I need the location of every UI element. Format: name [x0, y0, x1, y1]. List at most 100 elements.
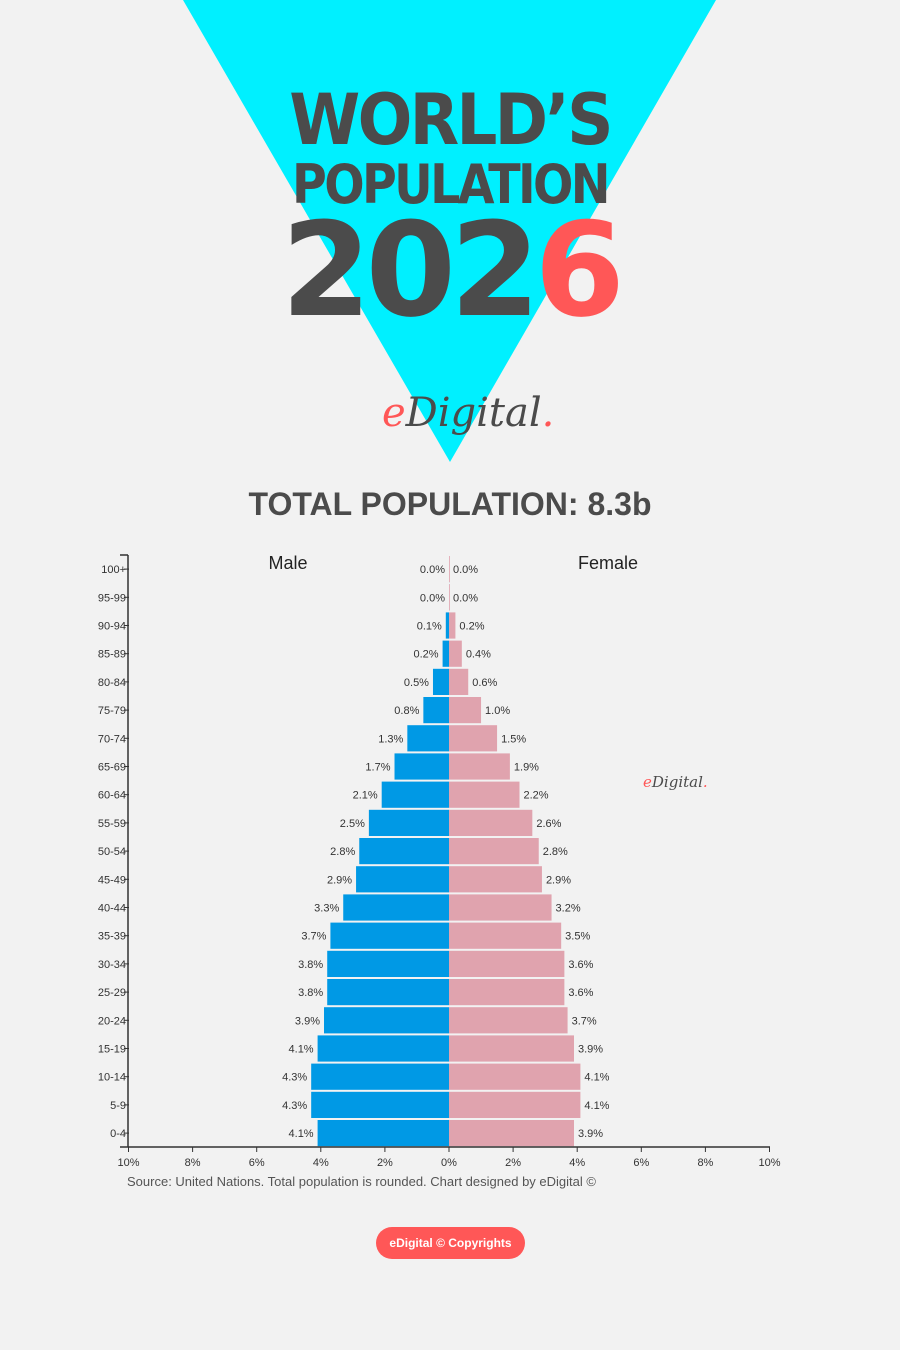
age-group-label: 95-99 — [98, 592, 126, 604]
male-value-label: 4.3% — [282, 1100, 307, 1112]
age-group-label: 100+ — [101, 564, 126, 576]
male-bar — [359, 838, 449, 865]
male-bar — [445, 612, 449, 639]
x-tick-label: 8% — [697, 1157, 713, 1169]
x-tick-label: 10% — [117, 1157, 139, 1169]
female-bar — [449, 866, 542, 893]
age-group-label: 20-24 — [98, 1015, 126, 1027]
male-bar — [407, 725, 449, 752]
male-bar — [343, 894, 449, 921]
age-group-label: 35-39 — [98, 931, 126, 943]
age-group-label: 65-69 — [98, 762, 126, 774]
year-last-digit: 6 — [534, 194, 625, 346]
female-bar — [449, 809, 533, 836]
female-bar — [449, 979, 565, 1006]
age-group-label: 85-89 — [98, 649, 126, 661]
female-bar — [449, 1120, 574, 1147]
male-bar — [327, 979, 449, 1006]
female-value-label: 0.6% — [472, 677, 497, 689]
female-value-label: 4.1% — [584, 1100, 609, 1112]
male-value-label: 4.1% — [289, 1044, 314, 1056]
male-bar — [317, 1035, 449, 1062]
female-bar — [449, 1091, 581, 1118]
female-bar — [449, 838, 539, 865]
male-value-label: 4.1% — [289, 1128, 314, 1140]
age-group-label: 90-94 — [98, 621, 126, 633]
female-value-label: 3.9% — [578, 1128, 603, 1140]
female-value-label: 0.4% — [466, 649, 491, 661]
male-bar — [432, 668, 449, 695]
female-value-label: 3.2% — [556, 903, 581, 915]
female-value-label: 2.2% — [524, 790, 549, 802]
age-group-label: 75-79 — [98, 705, 126, 717]
female-bar — [449, 894, 552, 921]
male-value-label: 0.5% — [404, 677, 429, 689]
male-bar — [442, 640, 449, 667]
female-bar — [449, 725, 498, 752]
age-group-label: 5-9 — [110, 1100, 126, 1112]
female-value-label: 4.1% — [584, 1072, 609, 1084]
x-tick-label: 6% — [633, 1157, 649, 1169]
female-bar — [449, 950, 565, 977]
female-value-label: 1.9% — [514, 762, 539, 774]
female-value-label: 2.6% — [536, 818, 561, 830]
male-value-label: 1.7% — [365, 762, 390, 774]
source-note: Source: United Nations. Total population… — [127, 1174, 596, 1189]
male-bar — [381, 781, 449, 808]
male-bar — [368, 809, 449, 836]
age-group-label: 25-29 — [98, 987, 126, 999]
female-bar — [449, 612, 456, 639]
total-population: TOTAL POPULATION: 8.3b — [248, 486, 652, 522]
x-tick-label: 4% — [313, 1157, 329, 1169]
male-value-label: 2.8% — [330, 846, 355, 858]
male-bar — [324, 1007, 449, 1034]
age-group-label: 60-64 — [98, 790, 126, 802]
age-group-label: 45-49 — [98, 874, 126, 886]
x-tick-label: 6% — [249, 1157, 265, 1169]
female-value-label: 1.5% — [501, 733, 526, 745]
age-group-label: 30-34 — [98, 959, 126, 971]
female-value-label: 3.7% — [572, 1015, 597, 1027]
age-group-label: 0-4 — [110, 1128, 126, 1140]
female-value-label: 2.9% — [546, 874, 571, 886]
male-value-label: 3.9% — [295, 1015, 320, 1027]
copyright-button[interactable]: eDigital © Copyrights — [376, 1227, 525, 1259]
legend-female: Female — [578, 553, 638, 573]
female-bar — [449, 1063, 581, 1090]
female-value-label: 0.0% — [453, 564, 478, 576]
female-value-label: 3.6% — [568, 987, 593, 999]
female-bar — [449, 668, 469, 695]
male-bar — [330, 922, 449, 949]
male-value-label: 3.8% — [298, 987, 323, 999]
female-value-label: 1.0% — [485, 705, 510, 717]
female-bar — [449, 922, 562, 949]
title-line-1: WORLD’S — [289, 79, 613, 161]
year-prefix: 202 — [281, 194, 540, 346]
male-value-label: 2.5% — [340, 818, 365, 830]
age-group-label: 70-74 — [98, 733, 126, 745]
age-group-label: 15-19 — [98, 1044, 126, 1056]
female-bar — [449, 781, 520, 808]
female-bar — [449, 1007, 568, 1034]
male-bar — [327, 950, 449, 977]
male-value-label: 0.8% — [394, 705, 419, 717]
male-value-label: 0.0% — [420, 564, 445, 576]
edigital-watermark: eDigital. — [643, 773, 708, 791]
age-group-label: 50-54 — [98, 846, 126, 858]
male-value-label: 2.9% — [327, 874, 352, 886]
male-bar — [317, 1120, 449, 1147]
male-value-label: 0.1% — [417, 621, 442, 633]
female-value-label: 3.6% — [568, 959, 593, 971]
male-bar — [394, 753, 449, 780]
male-value-label: 2.1% — [353, 790, 378, 802]
age-group-label: 40-44 — [98, 903, 126, 915]
age-group-label: 55-59 — [98, 818, 126, 830]
female-bar — [449, 1035, 574, 1062]
male-value-label: 3.8% — [298, 959, 323, 971]
x-tick-label: 8% — [185, 1157, 201, 1169]
female-bar — [449, 584, 450, 611]
male-value-label: 3.3% — [314, 903, 339, 915]
male-value-label: 0.2% — [414, 649, 439, 661]
x-tick-label: 0% — [441, 1157, 457, 1169]
